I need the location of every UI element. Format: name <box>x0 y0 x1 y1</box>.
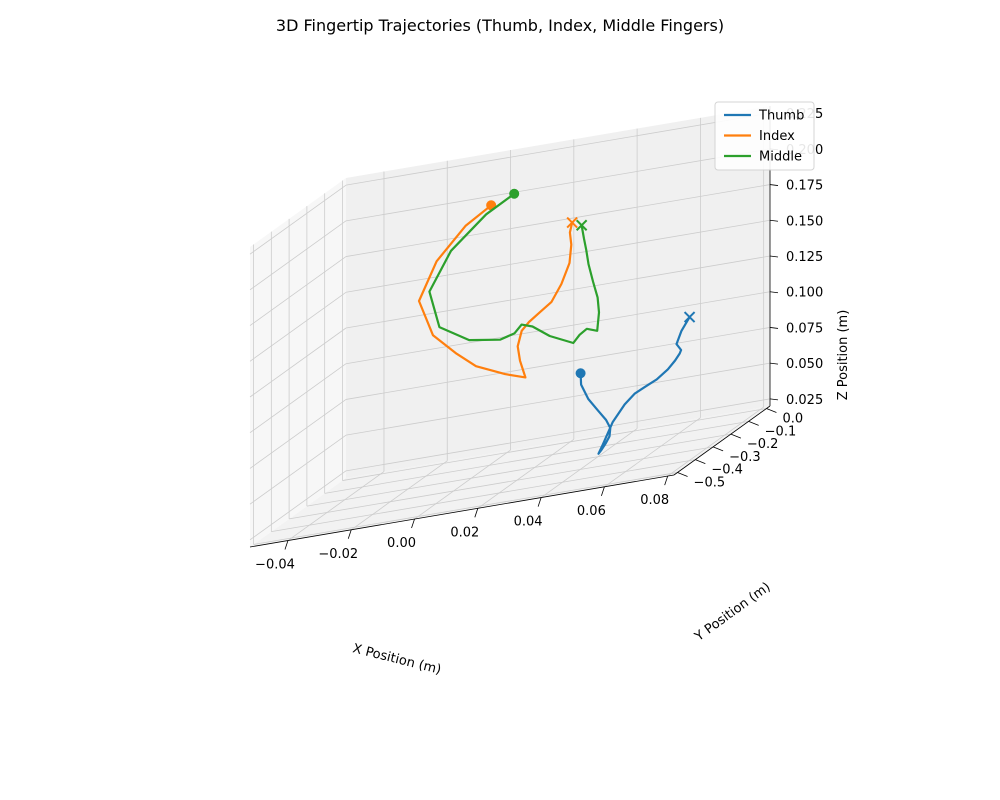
x-grid-floor-2 <box>414 449 511 520</box>
end-marker-middle <box>575 219 588 231</box>
y-grid-floor-0 <box>253 472 678 545</box>
z-grid-left-4 <box>249 327 347 398</box>
axis-panes <box>250 106 770 547</box>
z-grid-back-8 <box>345 112 771 186</box>
y-tick-2 <box>712 446 724 452</box>
z-tick-3 <box>769 291 779 294</box>
x-tick-label-4: 0.04 <box>514 515 543 530</box>
y-grid-floor-3 <box>306 433 731 507</box>
z-tick-4 <box>769 255 779 258</box>
y-grid-floor-1 <box>271 459 696 533</box>
y-grid-floor-2 <box>289 446 714 520</box>
x-tick-0 <box>284 540 289 550</box>
end-marker-stroke <box>683 311 696 323</box>
z-tick-0 <box>769 398 779 401</box>
x-tick-label-3: 0.02 <box>450 525 479 540</box>
y-grid-floor-4 <box>324 420 749 494</box>
y-tick-label-1: −0.4 <box>711 463 743 478</box>
end-marker-index <box>566 216 578 229</box>
z-tick-label-6: 0.175 <box>786 179 823 194</box>
x-tick-4 <box>537 497 542 507</box>
series-line-index <box>417 204 574 379</box>
z-grid-left-6 <box>249 256 347 326</box>
x-tick-label-0: −0.04 <box>255 558 295 573</box>
legend-label-index: Index <box>759 129 795 144</box>
floor-pane <box>250 406 770 547</box>
x-grid-floor-3 <box>477 438 575 509</box>
z-tick-label-0: 0.025 <box>786 393 823 408</box>
y-tick-label-4: −0.1 <box>765 424 797 439</box>
x-tick-label-6: 0.08 <box>640 493 669 508</box>
x-tick-6 <box>664 475 669 486</box>
y-tick-label-5: 0.0 <box>782 412 803 427</box>
z-grid-left-1 <box>249 434 347 505</box>
x-tick-3 <box>474 508 479 518</box>
z-tick-label-3: 0.100 <box>786 286 823 301</box>
z-grid-back-7 <box>345 148 771 222</box>
end-marker-stroke <box>575 219 588 231</box>
z-tick-6 <box>769 184 779 186</box>
x-grid-floor-4 <box>540 428 638 498</box>
y-axis-line <box>673 405 771 476</box>
z-grid-left-5 <box>249 291 347 362</box>
y-tick-label-2: −0.3 <box>729 450 761 465</box>
x-tick-5 <box>601 486 605 496</box>
z-grid-left-0 <box>249 470 347 541</box>
x-tick-1 <box>347 529 352 539</box>
z-grid-left-3 <box>249 363 347 434</box>
x-axis-line <box>249 474 675 548</box>
y-tick-1 <box>695 459 706 465</box>
end-marker-stroke <box>566 216 578 229</box>
start-marker-thumb <box>575 368 586 379</box>
x-tick-2 <box>411 518 415 529</box>
series-line-thumb <box>579 316 691 455</box>
x-tick-label-1: −0.02 <box>318 547 358 562</box>
legend-label-thumb: Thumb <box>758 109 804 124</box>
y-tick-label-0: −0.5 <box>694 475 726 490</box>
z-grid-back-6 <box>345 184 771 257</box>
z-axis-label: Z Position (m) <box>836 310 851 401</box>
legend: Thumb Index Middle <box>714 101 815 171</box>
data-series <box>417 188 696 455</box>
x-grid-floor-0 <box>287 471 385 541</box>
z-tick-label-5: 0.150 <box>786 214 823 229</box>
z-tick-5 <box>769 219 779 222</box>
z-grid-back-0 <box>345 398 771 472</box>
z-tick-label-2: 0.075 <box>786 321 823 336</box>
x-tick-label-2: 0.00 <box>387 536 416 551</box>
x-axis-label: X Position (m) <box>351 641 443 677</box>
start-marker-middle <box>509 188 520 199</box>
y-tick-4 <box>748 420 759 426</box>
x-grid-floor-5 <box>604 417 701 488</box>
x-tick-label-5: 0.06 <box>577 504 606 519</box>
legend-label-middle: Middle <box>759 150 802 165</box>
z-grid-back-5 <box>345 219 771 293</box>
z-grid-back-3 <box>345 291 771 365</box>
z-tick-1 <box>769 362 779 365</box>
end-marker-thumb <box>683 311 696 323</box>
chart-title: 3D Fingertip Trajectories (Thumb, Index,… <box>276 16 724 35</box>
z-tick-label-1: 0.050 <box>786 357 823 372</box>
z-tick-2 <box>769 327 779 329</box>
z-grid-left-2 <box>249 399 347 469</box>
legend-box <box>714 101 815 171</box>
y-axis-label: Y Position (m) <box>691 580 773 645</box>
y-tick-0 <box>677 472 688 477</box>
series-line-middle <box>428 192 601 345</box>
y-tick-3 <box>730 433 742 439</box>
y-grid-floor-5 <box>342 408 767 481</box>
y-tick-label-3: −0.2 <box>747 437 779 452</box>
z-grid-left-8 <box>249 184 347 255</box>
x-grid-floor-1 <box>351 460 448 531</box>
z-grid-back-1 <box>345 362 771 436</box>
grid-lines <box>249 107 771 545</box>
z-grid-back-2 <box>345 327 771 400</box>
z-grid-left-7 <box>249 220 347 291</box>
z-tick-label-4: 0.125 <box>786 250 823 265</box>
y-tick-5 <box>766 408 777 413</box>
x-grid-floor-6 <box>667 406 764 477</box>
